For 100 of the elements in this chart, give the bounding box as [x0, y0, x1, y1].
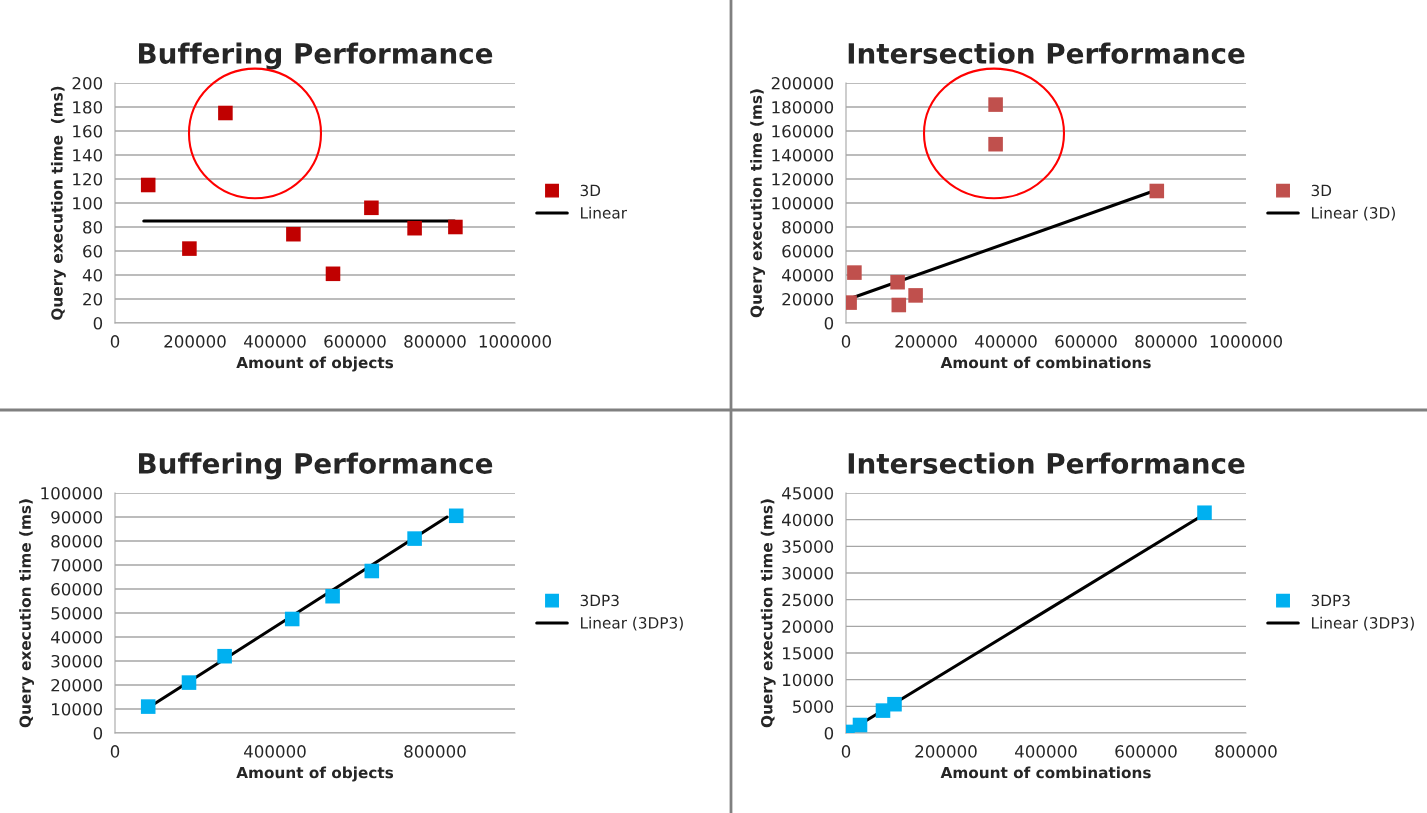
y-tick-label: 180000	[772, 100, 834, 114]
point	[407, 531, 422, 546]
x-axis-title: Amount of objects	[236, 356, 394, 372]
point	[448, 508, 464, 524]
y-tick-label: 40000	[781, 513, 834, 527]
point	[325, 266, 341, 282]
point	[988, 136, 1003, 152]
point	[286, 226, 301, 242]
x-axis-title: Amount of combinations	[940, 356, 1151, 369]
y-tick-label: 0	[93, 316, 103, 330]
y-tick-label: 90000	[51, 510, 103, 524]
y-tick-label: 80	[83, 220, 103, 234]
point	[218, 105, 233, 121]
y-tick-label: 80000	[51, 534, 103, 548]
x-tick-label: 0	[841, 745, 851, 758]
x-tick-label: 0	[110, 335, 120, 348]
legend-label: 3D	[1311, 184, 1332, 197]
point	[140, 699, 156, 714]
y-tick-label: 100000	[772, 196, 834, 210]
legend-label: Linear	[581, 206, 628, 219]
point	[448, 219, 463, 235]
x-tick-label: 600000	[1115, 745, 1177, 758]
y-tick-label: 5000	[793, 700, 834, 713]
y-tick-label: 60000	[782, 244, 834, 258]
y-tick-label: 100000	[41, 486, 103, 500]
legend-label: Linear (3DP3)	[1312, 616, 1414, 631]
point	[407, 220, 422, 236]
y-tick-label: 50000	[51, 606, 103, 620]
point	[1197, 505, 1212, 521]
x-tick-label: 200000	[895, 335, 957, 348]
point	[364, 563, 380, 579]
x-tick-label: 600000	[1055, 335, 1117, 348]
y-tick-label: 25000	[782, 593, 834, 607]
y-tick-label: 140	[73, 148, 103, 162]
y-axis-title: Query execution time (ms)	[19, 499, 35, 728]
y-tick-label: 140000	[772, 148, 834, 162]
y-tick-label: 120	[73, 172, 103, 186]
y-tick-label: 120000	[772, 172, 834, 186]
x-tick-label: 200000	[915, 745, 977, 758]
point	[140, 177, 156, 193]
x-tick-label: 400000	[975, 335, 1037, 348]
x-tick-label: 0	[841, 335, 851, 348]
point	[852, 717, 868, 733]
y-tick-label: 200000	[771, 76, 834, 90]
y-tick-label: 80000	[782, 220, 834, 234]
y-axis-title: Query execution time (ms)	[760, 499, 776, 728]
x-tick-label: 1000000	[479, 335, 552, 348]
point	[325, 588, 340, 604]
point	[887, 696, 902, 712]
y-tick-label: 20	[83, 292, 103, 306]
point	[182, 241, 197, 256]
y-tick-label: 40	[82, 268, 103, 282]
x-tick-label: 400000	[244, 335, 306, 348]
x-tick-label: 200000	[164, 335, 226, 348]
chart-title: Intersection Performance	[848, 42, 1245, 64]
x-tick-label: 0	[110, 745, 120, 758]
legend-label: 3D	[580, 184, 601, 197]
point	[1149, 183, 1165, 199]
y-tick-label: 0	[824, 726, 834, 740]
x-tick-label: 400000	[1015, 745, 1077, 758]
y-tick-label: 60	[83, 244, 103, 258]
x-tick-label: 800000	[1135, 335, 1197, 348]
y-tick-label: 40000	[781, 268, 834, 282]
y-tick-label: 40000	[50, 630, 103, 644]
y-tick-label: 180	[73, 100, 103, 114]
point	[181, 675, 197, 690]
y-tick-label: 20000	[51, 678, 103, 692]
y-axis-title: Query execution time (ms)	[750, 89, 766, 318]
legend-label: Linear (3D)	[1312, 206, 1395, 221]
y-tick-label: 45000	[781, 486, 834, 500]
x-axis-title: Amount of objects	[236, 766, 394, 782]
y-tick-label: 60000	[51, 582, 103, 596]
y-tick-label: 100	[73, 196, 103, 210]
point	[988, 97, 1003, 112]
x-tick-label: 800000	[404, 335, 466, 348]
chart-title: Intersection Performance	[848, 452, 1245, 474]
x-tick-label: 600000	[324, 335, 386, 348]
x-tick-label: 400000	[244, 745, 306, 758]
y-tick-label: 30000	[51, 654, 103, 668]
y-tick-label: 30000	[782, 566, 834, 580]
point	[891, 297, 907, 313]
y-tick-label: 10000	[783, 673, 834, 687]
x-tick-label: 1000000	[1210, 335, 1283, 348]
y-tick-label: 0	[93, 726, 103, 740]
x-tick-label: 800000	[1215, 745, 1277, 758]
y-tick-label: 15000	[783, 646, 834, 660]
legend-label: 3DP3	[580, 594, 619, 607]
y-tick-label: 70000	[51, 558, 103, 572]
y-axis-title: Query execution time (ms)	[50, 86, 66, 320]
legend-label: Linear (3DP3)	[581, 616, 683, 631]
x-tick-label: 800000	[404, 745, 466, 758]
legend-label: 3DP3	[1311, 594, 1350, 607]
point	[217, 648, 232, 664]
point	[890, 274, 905, 290]
x-axis-title: Amount of combinations	[940, 766, 1151, 779]
y-tick-label: 0	[824, 316, 834, 330]
y-tick-label: 160	[73, 124, 103, 138]
point	[284, 611, 300, 627]
point	[364, 200, 379, 216]
y-tick-label: 20000	[782, 620, 834, 633]
